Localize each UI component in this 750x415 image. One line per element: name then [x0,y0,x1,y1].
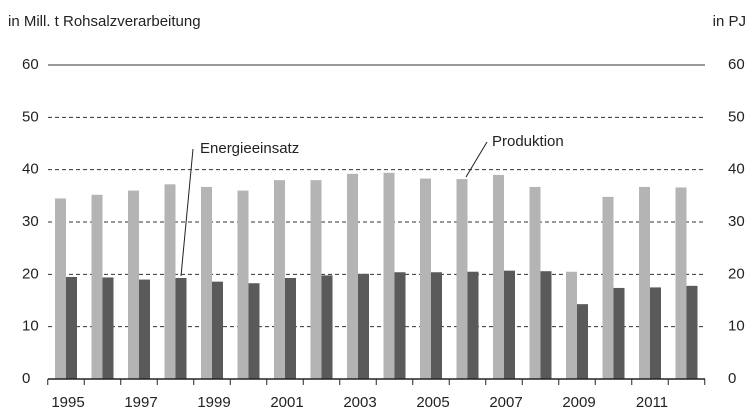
annotation: Produktion [492,133,564,150]
bar [420,178,431,379]
bar [321,275,333,379]
bar [675,187,687,379]
y-tick-label: 20 [22,265,39,282]
bar [347,173,358,379]
x-tick-label: 2005 [416,394,449,411]
y2-tick-label: 0 [728,370,736,387]
bar [358,273,369,379]
bar [237,190,249,379]
y2-tick-label: 10 [728,318,745,335]
bar [686,285,698,379]
annotation-leader [465,141,488,178]
bar [164,184,176,379]
bar [639,186,650,379]
x-tick-label: 2001 [270,394,303,411]
y2-tick-label: 60 [728,56,745,73]
bar [383,172,395,379]
x-tick-label: 2007 [489,394,522,411]
y-tick-label: 10 [22,318,39,335]
x-tick-label: 1997 [124,394,157,411]
annotation-leader [180,148,194,277]
plot: 0 10 20 30 40 50 60 0 10 20 30 40 50 60 1995 1997 1999 20… [22,56,745,411]
bar [394,272,406,379]
x-tick-label: 2011 [636,394,668,411]
bar [467,271,479,379]
y2-tick-label: 30 [728,213,745,230]
bar [175,277,187,379]
bar [212,281,223,379]
y2-tick-label: 20 [728,265,745,282]
bar [310,180,322,379]
x-tick-label: 2009 [562,394,595,411]
bar [91,194,103,379]
bar [577,304,588,379]
bar [602,196,614,379]
bar [613,287,625,379]
y-tick-label: 40 [22,161,39,178]
bar [274,180,285,379]
bar [66,276,77,379]
bar [566,271,577,379]
bar [493,174,504,379]
bar [201,186,212,379]
y-tick-label: 50 [22,108,39,125]
bar [529,186,541,379]
bar [456,179,468,379]
bar [248,283,260,379]
x-tick-label: 1995 [51,394,84,411]
bar [139,279,150,379]
bar [504,270,515,379]
bar [55,198,66,379]
y2-axis-label: in PJ [713,13,746,30]
y-tick-label: 30 [22,213,39,230]
bar [285,277,296,379]
annotation: Energieeinsatz [200,140,299,157]
y-tick-label: 60 [22,56,39,73]
bar [102,277,114,379]
bar [540,271,552,379]
x-tick-label: 1999 [197,394,230,411]
x-tick-label: 2003 [343,394,376,411]
y-tick-label: 0 [22,370,30,387]
y2-tick-label: 50 [728,108,745,125]
bar [128,190,139,379]
y-axis-label: in Mill. t Rohsalzverarbeitung [8,13,201,30]
bar [431,272,442,379]
y2-tick-label: 40 [728,161,745,178]
bar [650,287,661,379]
